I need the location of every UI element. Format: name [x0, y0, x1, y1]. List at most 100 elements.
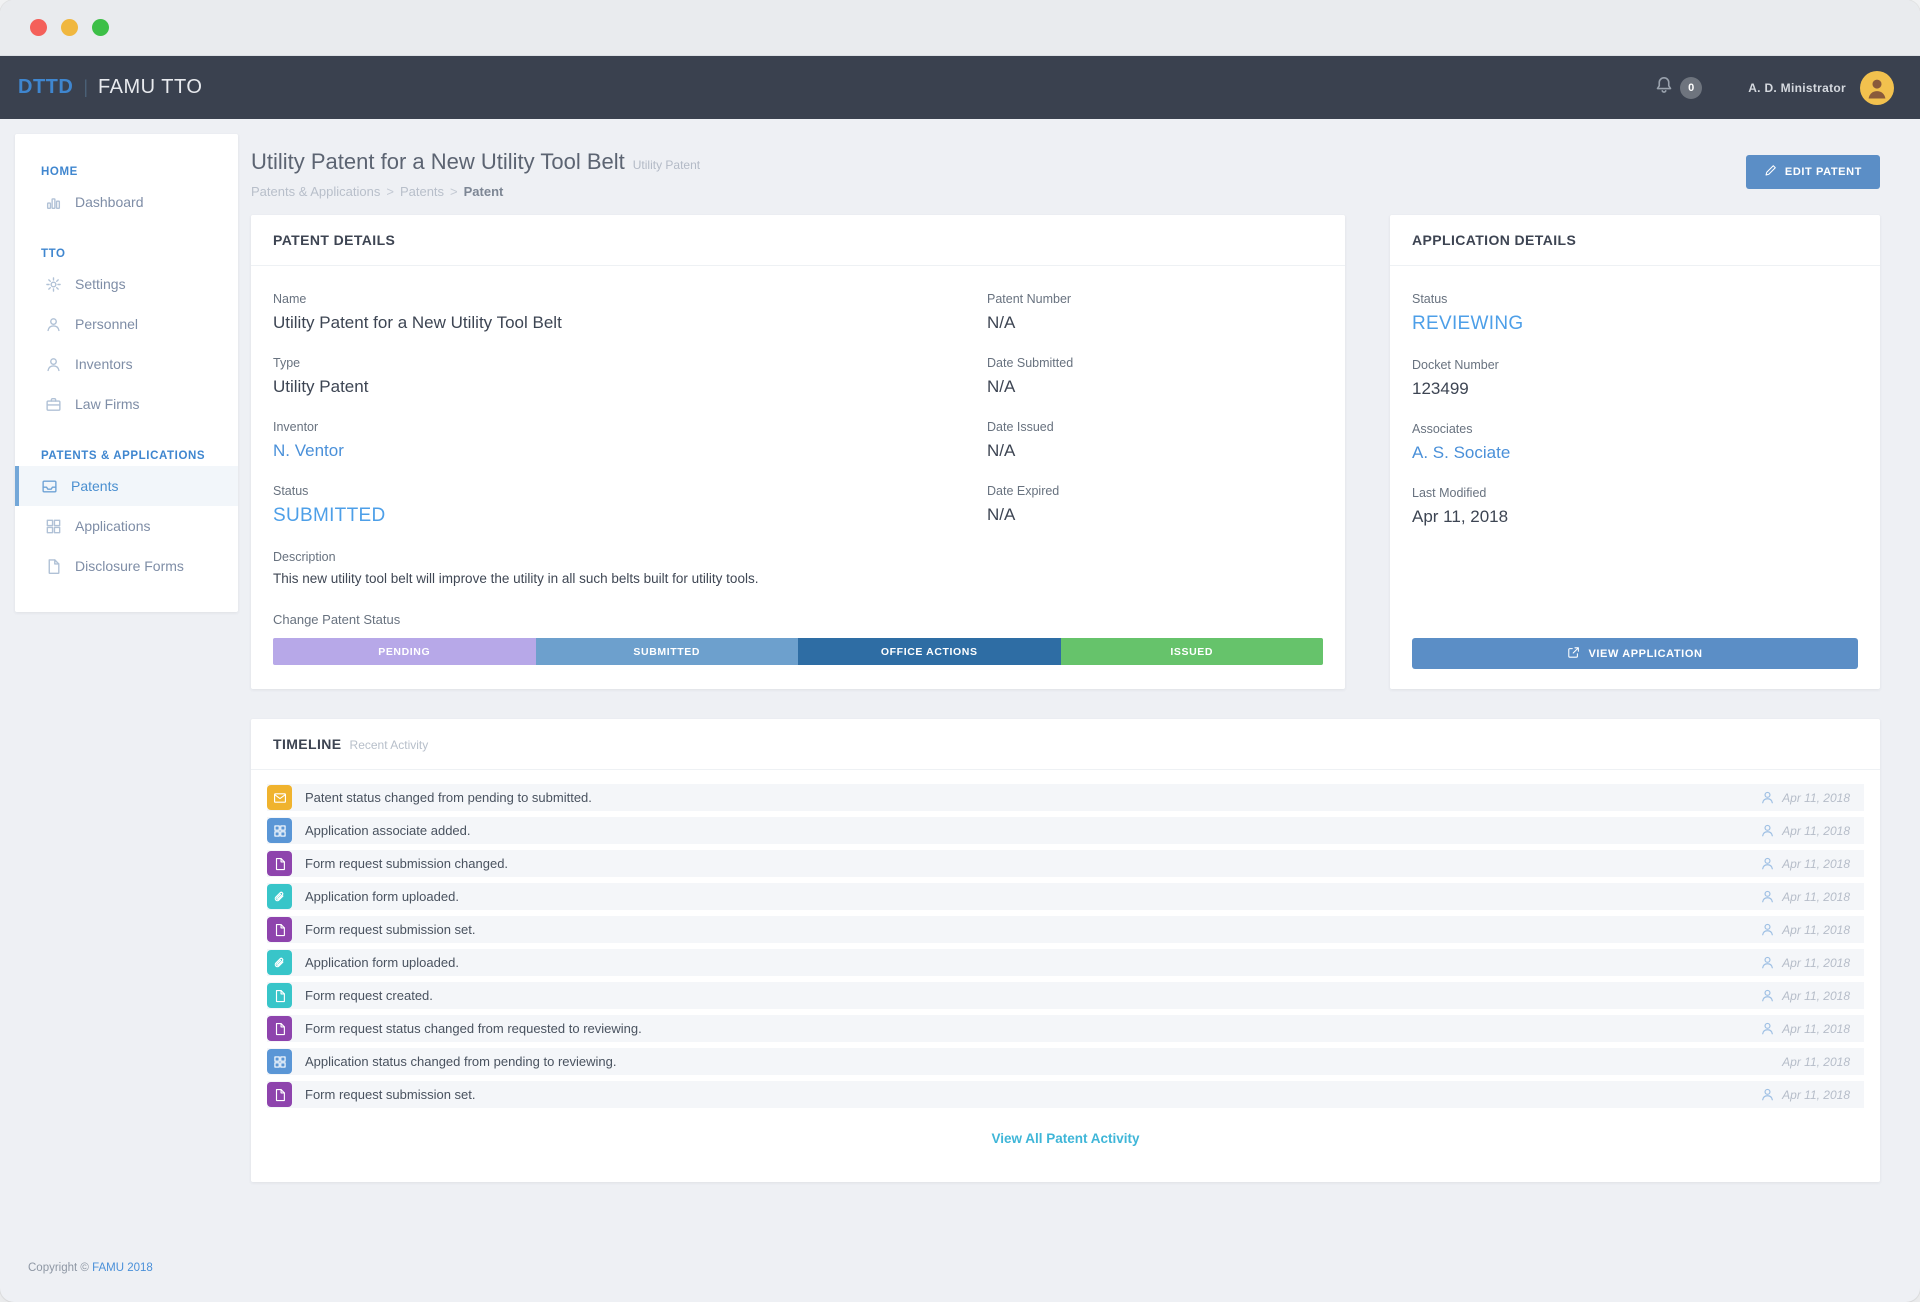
status-segment-office-actions[interactable]: OFFICE ACTIONS: [798, 638, 1061, 665]
avatar-person-icon: [1865, 76, 1889, 105]
file-icon: [267, 1016, 292, 1041]
field-label: Docket Number: [1412, 358, 1499, 372]
field-label: Status: [1412, 292, 1448, 306]
timeline-date-text: Apr 11, 2018: [1782, 823, 1850, 838]
timeline-event-row: Form request submission set. Apr 11, 2018: [267, 916, 1864, 943]
detail-field: Associates A. S. Sociate: [1412, 422, 1858, 463]
close-window-button[interactable]: [30, 19, 47, 36]
sidebar-item-personnel[interactable]: Personnel: [15, 304, 238, 344]
timeline-subtitle: Recent Activity: [349, 738, 429, 752]
page-header: Utility Patent for a New Utility Tool Be…: [251, 119, 1880, 199]
grid-icon: [267, 818, 292, 843]
timeline-date-text: Apr 11, 2018: [1782, 988, 1850, 1003]
sidebar-item-settings[interactable]: Settings: [15, 264, 238, 304]
user-icon[interactable]: [1760, 1021, 1775, 1036]
gear-icon: [45, 276, 62, 293]
timeline-event-row: Application form uploaded. Apr 11, 2018: [267, 949, 1864, 976]
timeline-header: TIMELINE Recent Activity: [251, 719, 1880, 770]
bell-icon: [1654, 75, 1674, 100]
page-title-text: Utility Patent for a New Utility Tool Be…: [251, 149, 625, 174]
timeline-event-text: Form request submission set.: [305, 1087, 476, 1102]
user-avatar[interactable]: [1860, 70, 1894, 105]
file-icon: [267, 851, 292, 876]
user-icon[interactable]: [1760, 889, 1775, 904]
user-icon[interactable]: [1760, 1087, 1775, 1102]
application-fields: Status REVIEWING Docket Number 123499 Associ…: [1412, 292, 1858, 550]
user-icon[interactable]: [1760, 955, 1775, 970]
sidebar-item-patents[interactable]: Patents: [15, 466, 238, 506]
file-icon: [267, 983, 292, 1008]
sidebar-item-dashboard[interactable]: Dashboard: [15, 182, 238, 222]
sidebar-item-law-firms[interactable]: Law Firms: [15, 384, 238, 424]
user-icon[interactable]: [1760, 790, 1775, 805]
field-label: Status: [273, 484, 309, 498]
paperclip-icon: [267, 884, 292, 909]
breadcrumb: Patents & Applications > Patents > Patent: [251, 184, 1746, 199]
brand-separator: |: [83, 77, 89, 97]
sidebar-section-label: TTO: [41, 248, 66, 260]
field-label: Name: [273, 292, 307, 306]
maximize-window-button[interactable]: [92, 19, 109, 36]
timeline-event-row: Application form uploaded. Apr 11, 2018: [267, 883, 1864, 910]
timeline-event-row: Form request status changed from request…: [267, 1015, 1864, 1042]
notifications-button[interactable]: 0: [1654, 75, 1703, 100]
field-value: N/A: [987, 505, 1016, 524]
pencil-icon: [1764, 164, 1785, 180]
sidebar-item-label: Settings: [75, 276, 126, 292]
sidebar-item-label: Patents: [71, 478, 119, 494]
patent-status-bar: PENDING SUBMITTED OFFICE ACTIONS ISSUED: [273, 638, 1323, 665]
breadcrumb-item[interactable]: Patents & Applications: [251, 184, 381, 199]
sidebar-item-label: Inventors: [75, 356, 133, 372]
timeline-event-row: Application associate added. Apr 11, 2018: [267, 817, 1864, 844]
user-icon[interactable]: [1760, 922, 1775, 937]
breadcrumb-separator: >: [386, 184, 394, 199]
view-all-patent-activity-link[interactable]: View All Patent Activity: [991, 1131, 1140, 1146]
timeline-date-text: Apr 11, 2018: [1782, 922, 1850, 937]
sidebar-section-label: PATENTS & APPLICATIONS: [41, 450, 206, 462]
timeline-date-text: Apr 11, 2018: [1782, 856, 1850, 871]
timeline-event-date: Apr 11, 2018: [1760, 790, 1850, 805]
copyright-link[interactable]: FAMU 2018: [92, 1262, 153, 1274]
sidebar-item-applications[interactable]: Applications: [15, 506, 238, 546]
minimize-window-button[interactable]: [61, 19, 78, 36]
brand-logo[interactable]: DTTD: [18, 76, 74, 98]
user-icon[interactable]: [1760, 823, 1775, 838]
edit-patent-label: EDIT PATENT: [1784, 166, 1862, 178]
field-label: Date Issued: [987, 420, 1054, 434]
status-segment-issued[interactable]: ISSUED: [1060, 638, 1323, 665]
field-value: REVIEWING: [1412, 313, 1524, 334]
detail-field: Status SUBMITTED: [273, 484, 987, 527]
timeline-event-date: Apr 11, 2018: [1760, 922, 1850, 937]
file-icon: [267, 1082, 292, 1107]
user-icon[interactable]: [1760, 856, 1775, 871]
sidebar-item-label: Personnel: [75, 316, 139, 332]
status-segment-pending[interactable]: PENDING: [273, 638, 536, 665]
timeline-event-date: Apr 11, 2018: [1782, 1055, 1850, 1069]
detail-field: Inventor N. Ventor: [273, 420, 987, 461]
view-application-button[interactable]: VIEW APPLICATION: [1412, 638, 1858, 669]
file-icon: [45, 558, 62, 575]
field-value[interactable]: N. Ventor: [273, 441, 344, 460]
breadcrumb-item[interactable]: Patents: [399, 184, 445, 199]
envelope-icon: [267, 785, 292, 810]
description-label: Description: [273, 550, 336, 564]
timeline-date-text: Apr 11, 2018: [1782, 1087, 1850, 1102]
user-icon[interactable]: [1760, 988, 1775, 1003]
field-value: N/A: [987, 441, 1016, 460]
status-segment-submitted[interactable]: SUBMITTED: [535, 638, 798, 665]
app-name: FAMU TTO: [98, 76, 203, 98]
file-icon: [267, 917, 292, 942]
timeline-title: TIMELINE: [273, 736, 342, 752]
sidebar-item-disclosure-forms[interactable]: Disclosure Forms: [15, 546, 238, 586]
view-application-label: VIEW APPLICATION: [1588, 647, 1703, 660]
timeline-event-text: Application associate added.: [305, 823, 471, 838]
field-value[interactable]: A. S. Sociate: [1412, 443, 1511, 462]
timeline-event-text: Form request created.: [305, 988, 433, 1003]
user-name[interactable]: A. D. Ministrator: [1748, 80, 1846, 95]
field-value: SUBMITTED: [273, 505, 386, 526]
change-patent-status-label: Change Patent Status: [273, 612, 401, 627]
bar-chart-icon: [45, 194, 62, 211]
sidebar-item-inventors[interactable]: Inventors: [15, 344, 238, 384]
edit-patent-button[interactable]: EDIT PATENT: [1745, 155, 1880, 189]
timeline-event-row: Form request created. Apr 11, 2018: [267, 982, 1864, 1009]
